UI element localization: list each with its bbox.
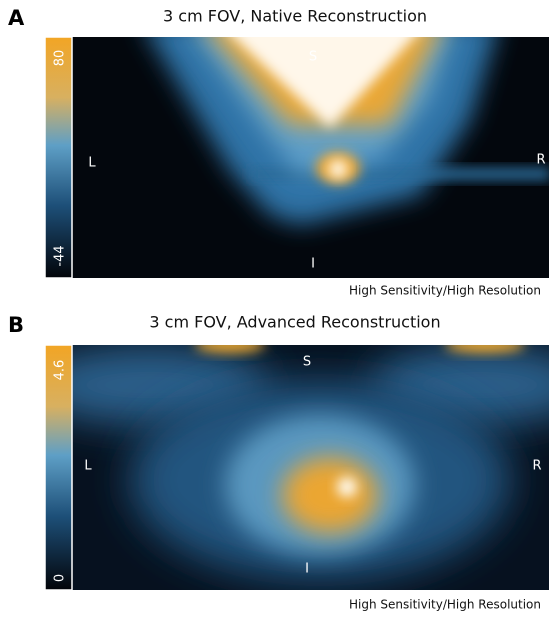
heatmap-image <box>30 337 549 590</box>
colorbar <box>45 37 72 278</box>
colorbar-min: -44 <box>53 245 68 266</box>
figure: A 3 cm FOV, Native Reconstruction 80 -44… <box>0 0 549 617</box>
orientation-label: L <box>88 156 96 171</box>
colorbar-max: 80 <box>53 50 68 67</box>
orientation-label: I <box>305 562 309 577</box>
panel-letter: A <box>8 6 25 30</box>
colorbar <box>45 345 72 590</box>
caption: High Sensitivity/High Resolution <box>349 284 541 298</box>
panel-letter: B <box>8 313 24 337</box>
caption: High Sensitivity/High Resolution <box>349 598 541 612</box>
orientation-label: S <box>309 50 317 65</box>
orientation-label: S <box>303 355 311 370</box>
colorbar-max: 4.6 <box>53 360 68 381</box>
panel-title: 3 cm FOV, Native Reconstruction <box>163 7 427 26</box>
orientation-label: R <box>532 459 541 474</box>
orientation-label: I <box>311 257 315 272</box>
orientation-label: R <box>536 153 545 168</box>
colorbar-min: 0 <box>53 574 68 582</box>
orientation-label: L <box>84 459 92 474</box>
panel-title: 3 cm FOV, Advanced Reconstruction <box>149 313 440 332</box>
